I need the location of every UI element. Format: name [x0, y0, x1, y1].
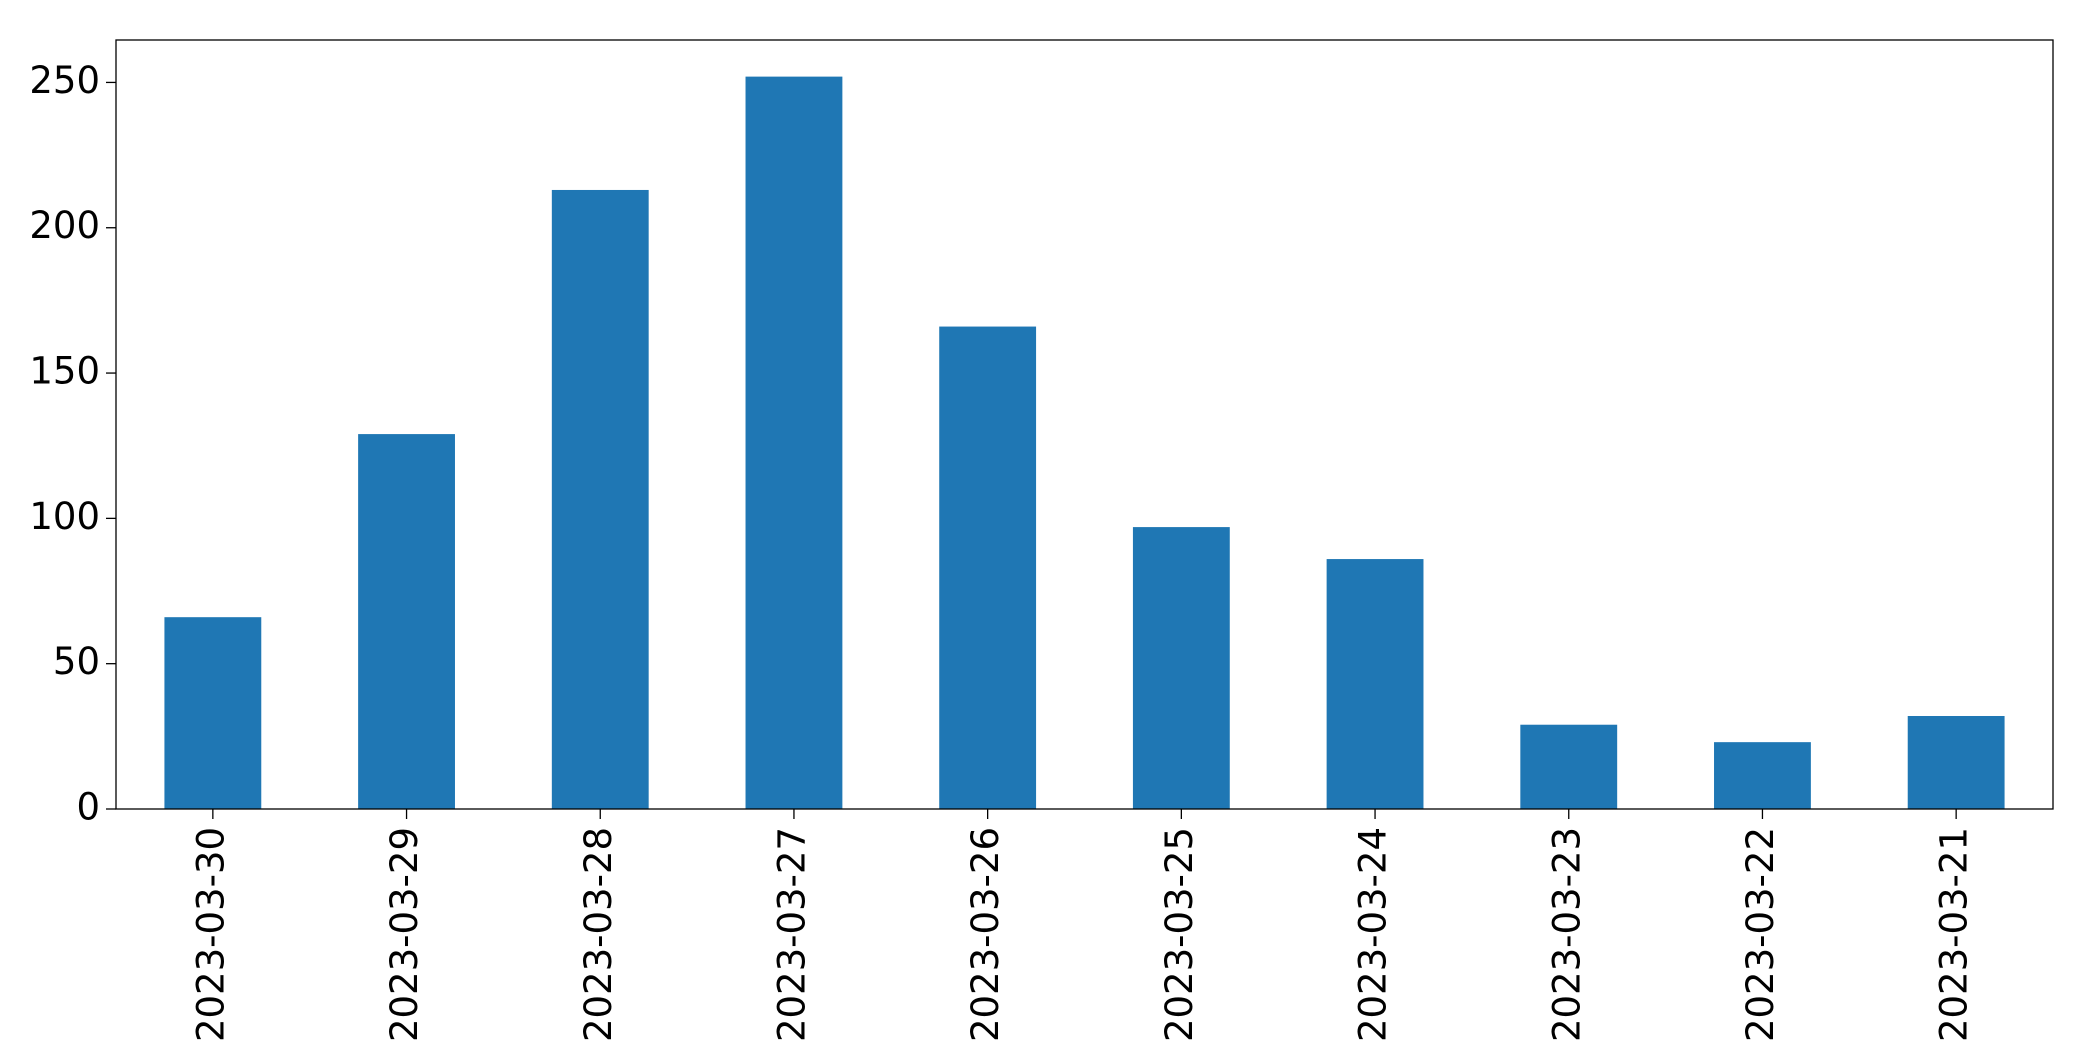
- y-tick-label: 200: [29, 204, 100, 247]
- x-tick-label: 2023-03-21: [1933, 827, 1976, 1042]
- bar: [358, 434, 455, 809]
- bar: [164, 617, 262, 809]
- x-tick-label: 2023-03-22: [1739, 827, 1782, 1042]
- y-tick-label: 0: [76, 786, 100, 829]
- bar: [1520, 724, 1618, 809]
- x-tick-label: 2023-03-27: [770, 827, 813, 1042]
- plot-frame: [115, 39, 2054, 810]
- x-tick-label: 2023-03-23: [1545, 827, 1588, 1042]
- x-tick-label: 2023-03-28: [577, 827, 620, 1042]
- bar: [551, 189, 649, 809]
- bar: [745, 76, 843, 810]
- bar: [1132, 527, 1230, 809]
- bar: [1714, 742, 1811, 809]
- y-tick-label: 100: [29, 495, 100, 538]
- y-tick-label: 150: [29, 350, 100, 393]
- x-tick-label: 2023-03-25: [1158, 827, 1201, 1042]
- y-tick-label: 250: [29, 59, 100, 102]
- bar: [939, 326, 1037, 809]
- y-tick-label: 50: [53, 640, 100, 683]
- x-tick-label: 2023-03-29: [383, 827, 426, 1042]
- bar: [1907, 715, 2005, 809]
- x-tick-label: 2023-03-30: [189, 827, 232, 1042]
- x-tick-label: 2023-03-24: [1352, 827, 1395, 1042]
- x-tick-label: 2023-03-26: [964, 827, 1007, 1042]
- bar: [1326, 559, 1424, 809]
